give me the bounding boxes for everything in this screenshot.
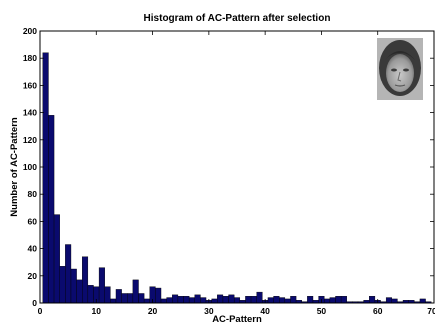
x-axis-label: AC-Pattern [212,314,262,322]
histogram-bar [329,297,336,304]
histogram-bar [42,52,49,304]
y-tick-label: 180 [23,53,37,63]
histogram-bar [385,297,392,304]
histogram-bar [391,298,398,304]
histogram-bar [155,287,162,304]
y-tick-label: 100 [23,162,37,172]
histogram-bar [121,293,128,304]
y-tick-label: 120 [23,135,37,145]
histogram-bar [419,298,426,304]
histogram-bar [217,294,224,304]
y-tick-label: 80 [28,189,38,199]
histogram-bar [267,297,274,304]
histogram-bar [59,266,66,304]
portrait-photo [377,38,423,100]
histogram-bar [48,115,55,304]
histogram-bar [290,296,297,304]
histogram-bar [250,296,257,304]
histogram-bar [172,294,179,304]
chart-title: Histogram of AC-Pattern after selection [144,13,331,24]
histogram-bar [369,296,376,304]
histogram-bar [194,294,201,304]
histogram-bar [143,298,150,304]
histogram-bar [177,296,184,304]
histogram-bar [324,298,331,304]
bar-group [42,52,432,304]
histogram-bar [166,297,173,304]
histogram-bar [222,296,229,304]
histogram-bar [115,289,122,304]
histogram-bar [70,268,77,304]
histogram-bar [76,279,83,304]
histogram-bar [335,296,342,304]
histogram-bar [138,293,145,304]
histogram-bar [188,297,195,304]
histogram-bar [127,293,134,304]
y-tick-label: 140 [23,108,37,118]
x-tick-label: 40 [260,306,270,316]
x-tick-label: 0 [38,306,43,316]
histogram-bar [104,286,111,304]
histogram-bar [284,298,291,304]
y-axis-label: Number of AC-Pattern [9,117,20,217]
histogram-bar [245,296,252,304]
histogram-bar [256,291,263,304]
histogram-bar [82,256,89,304]
histogram-bar [233,297,241,304]
x-tick-label: 70 [427,306,435,316]
histogram-bar [87,285,94,304]
histogram-bar [228,294,235,304]
histogram-bar [132,279,139,304]
histogram-bar [160,298,167,304]
histogram-bar [279,297,286,304]
histogram-bar [273,296,280,304]
x-tick-label: 60 [373,306,383,316]
y-axis-ticks: 0 20 40 60 80 100 120 140 160 180 200 [23,26,434,308]
x-tick-label: 50 [317,306,327,316]
histogram-bar [53,214,60,304]
histogram-bar [200,297,207,304]
x-tick-label: 20 [148,306,158,316]
y-tick-label: 200 [23,26,37,36]
histogram-bar [110,298,117,304]
histogram-bar [98,267,105,304]
histogram-bar [183,296,190,304]
histogram-bar [340,296,347,304]
x-tick-label: 30 [204,306,214,316]
x-tick-label: 10 [92,306,102,316]
x-axis-ticks: 0 10 20 30 40 50 60 70 [38,31,435,316]
histogram-bar [211,298,218,304]
histogram-bar [307,296,314,304]
y-tick-label: 20 [28,271,38,281]
y-tick-label: 60 [28,216,38,226]
y-tick-label: 0 [32,298,37,308]
histogram-bar [65,244,72,304]
y-tick-label: 160 [23,80,37,90]
y-tick-label: 40 [28,244,38,254]
plot-frame [39,30,435,304]
